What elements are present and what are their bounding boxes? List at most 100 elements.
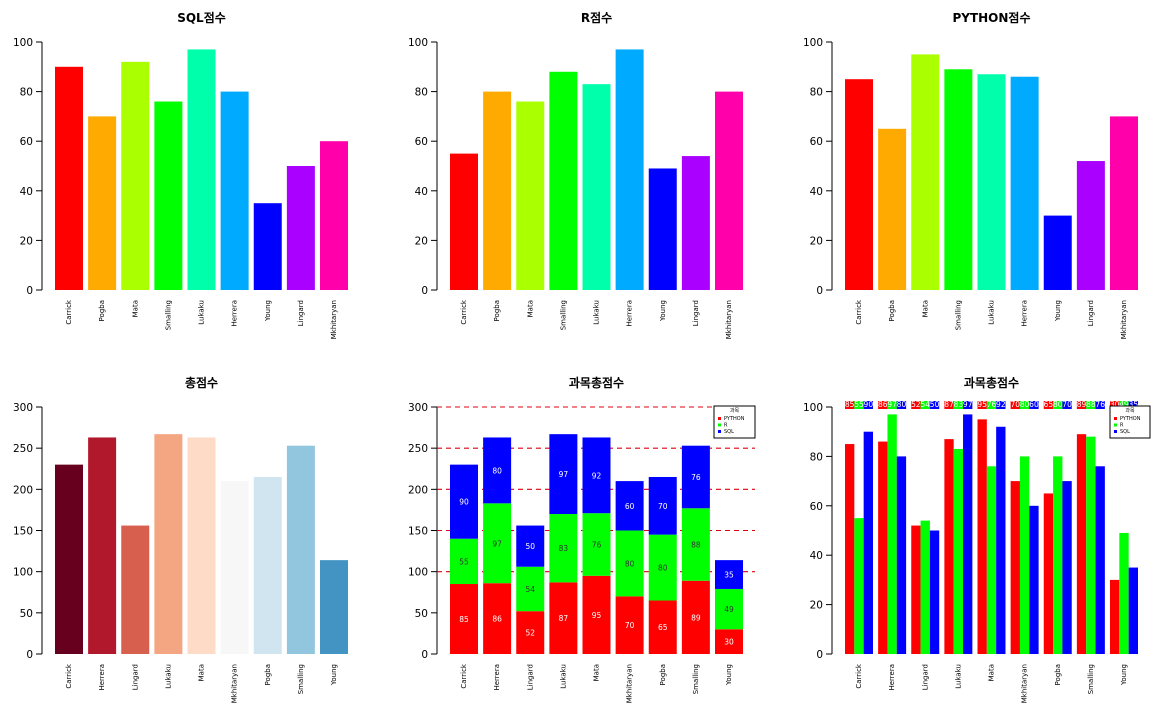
bar-segment-sql-mkhitaryan <box>615 481 644 531</box>
bar-lingard <box>121 525 150 654</box>
bar-mkhitaryan <box>715 91 743 290</box>
y-tick-label: 100 <box>803 402 823 414</box>
chart-panel-2: R점수 0 20 40 60 80 100 Carrick Pogba Mata Smalling L… <box>408 10 743 339</box>
x-category-label: Smalling <box>164 300 172 330</box>
legend-swatch <box>718 423 721 427</box>
chart-title: R점수 <box>581 10 612 25</box>
y-tick-label: 250 <box>408 443 428 455</box>
bar-python-young <box>1110 579 1120 654</box>
data-label: 87 <box>559 614 569 623</box>
bar-sql-lukaku <box>963 414 973 654</box>
x-category-label: Herrera <box>1021 300 1029 327</box>
x-category-label: Mata <box>593 664 601 681</box>
bar-smalling <box>154 101 183 291</box>
bar-young <box>1043 215 1072 290</box>
bar-mkhitaryan <box>320 141 348 290</box>
y-tick-label: 80 <box>810 451 823 463</box>
y-tick-label: 80 <box>810 87 823 99</box>
top-value-box <box>845 401 855 409</box>
bar-python-lingard <box>911 525 921 654</box>
bar-sql-young <box>1128 567 1138 654</box>
bar-python-herrera <box>878 441 888 654</box>
bar-segment-python-carrick <box>450 584 478 654</box>
top-value-label: 70 <box>1011 400 1021 409</box>
top-value-box <box>1029 401 1039 409</box>
bar-segment-sql-mata <box>582 437 611 514</box>
top-value-label: 30 <box>1110 400 1120 409</box>
chart-title: PYTHON점수 <box>952 10 1030 25</box>
data-label: 70 <box>658 502 668 511</box>
x-category-label: Lukaku <box>559 664 567 689</box>
bar-segment-python-mata <box>582 575 611 654</box>
bar-herrera <box>88 437 117 654</box>
x-category-label: Pogba <box>98 300 106 321</box>
bar-r-lukaku <box>953 448 964 654</box>
x-category-label: Mata <box>131 300 139 317</box>
top-value-box <box>944 401 954 409</box>
top-value-label: 76 <box>987 400 997 409</box>
y-tick-label: 100 <box>408 37 428 49</box>
top-value-box <box>977 401 987 409</box>
x-category-label: Lingard <box>1087 300 1095 326</box>
bar-python-lukaku <box>944 439 954 654</box>
data-label: 54 <box>525 585 535 594</box>
bar-segment-sql-lingard <box>516 525 545 567</box>
top-value-box <box>854 401 864 409</box>
data-label: 76 <box>592 540 602 549</box>
x-category-label: Young <box>1054 300 1062 322</box>
bar-segment-python-mkhitaryan <box>615 596 644 654</box>
bar-segment-sql-smalling <box>681 445 710 509</box>
bar-herrera <box>220 91 249 290</box>
data-label: 90 <box>459 498 469 507</box>
bar-smalling <box>549 71 578 290</box>
top-value-box <box>1128 401 1138 409</box>
y-tick-label: 200 <box>408 484 428 496</box>
x-category-label: Herrera <box>626 300 634 327</box>
top-value-label: 49 <box>1119 400 1129 409</box>
top-value-label: 97 <box>887 400 897 409</box>
top-value-box <box>1110 401 1120 409</box>
bar-segment-python-herrera <box>483 583 512 654</box>
x-category-label: Lingard <box>692 300 700 326</box>
x-category-label: Lukaku <box>164 664 172 689</box>
x-category-label: Mkhitaryan <box>1120 300 1128 339</box>
bar-segment-r-lukaku <box>549 514 578 583</box>
data-label: 76 <box>691 473 701 482</box>
top-value-box <box>1019 401 1030 409</box>
y-tick-label: 20 <box>415 235 428 247</box>
y-tick-label: 40 <box>20 186 33 198</box>
y-tick-label: 0 <box>26 285 33 297</box>
top-value-label: 54 <box>920 400 930 409</box>
x-category-label: Lingard <box>131 664 139 690</box>
y-tick-label: 60 <box>415 136 428 148</box>
y-tick-label: 150 <box>13 526 33 538</box>
top-value-box <box>1119 401 1129 409</box>
top-value-label: 55 <box>854 400 864 409</box>
bar-mkhitaryan <box>1110 116 1138 291</box>
x-category-label: Herrera <box>493 664 501 691</box>
top-value-box <box>1076 401 1087 409</box>
top-value-box <box>1043 401 1054 409</box>
y-tick-label: 100 <box>408 567 428 579</box>
x-category-label: Young <box>330 664 338 686</box>
x-category-label: Herrera <box>98 664 106 691</box>
x-category-label: Young <box>725 664 733 686</box>
bar-mata <box>121 61 150 291</box>
data-label: 55 <box>459 557 469 566</box>
x-category-label: Carrick <box>855 663 863 689</box>
bar-r-carrick <box>854 518 864 654</box>
bar-python-carrick <box>845 444 855 654</box>
chart-panel-4: 총점수 0 50 100 150 200 250 300 Carrick Herrera Linga… <box>13 375 348 703</box>
x-category-label: Lingard <box>921 664 929 690</box>
bar-young <box>648 168 677 290</box>
bar-pogba <box>88 116 117 291</box>
bar-segment-python-lukaku <box>549 582 578 654</box>
x-category-label: Mata <box>198 664 206 681</box>
top-value-label: 70 <box>1062 400 1072 409</box>
bar-segment-python-pogba <box>648 600 677 654</box>
x-category-label: Carrick <box>855 299 863 325</box>
top-value-label: 80 <box>897 400 907 409</box>
bar-lukaku <box>582 84 611 290</box>
bar-r-young <box>1119 532 1129 654</box>
